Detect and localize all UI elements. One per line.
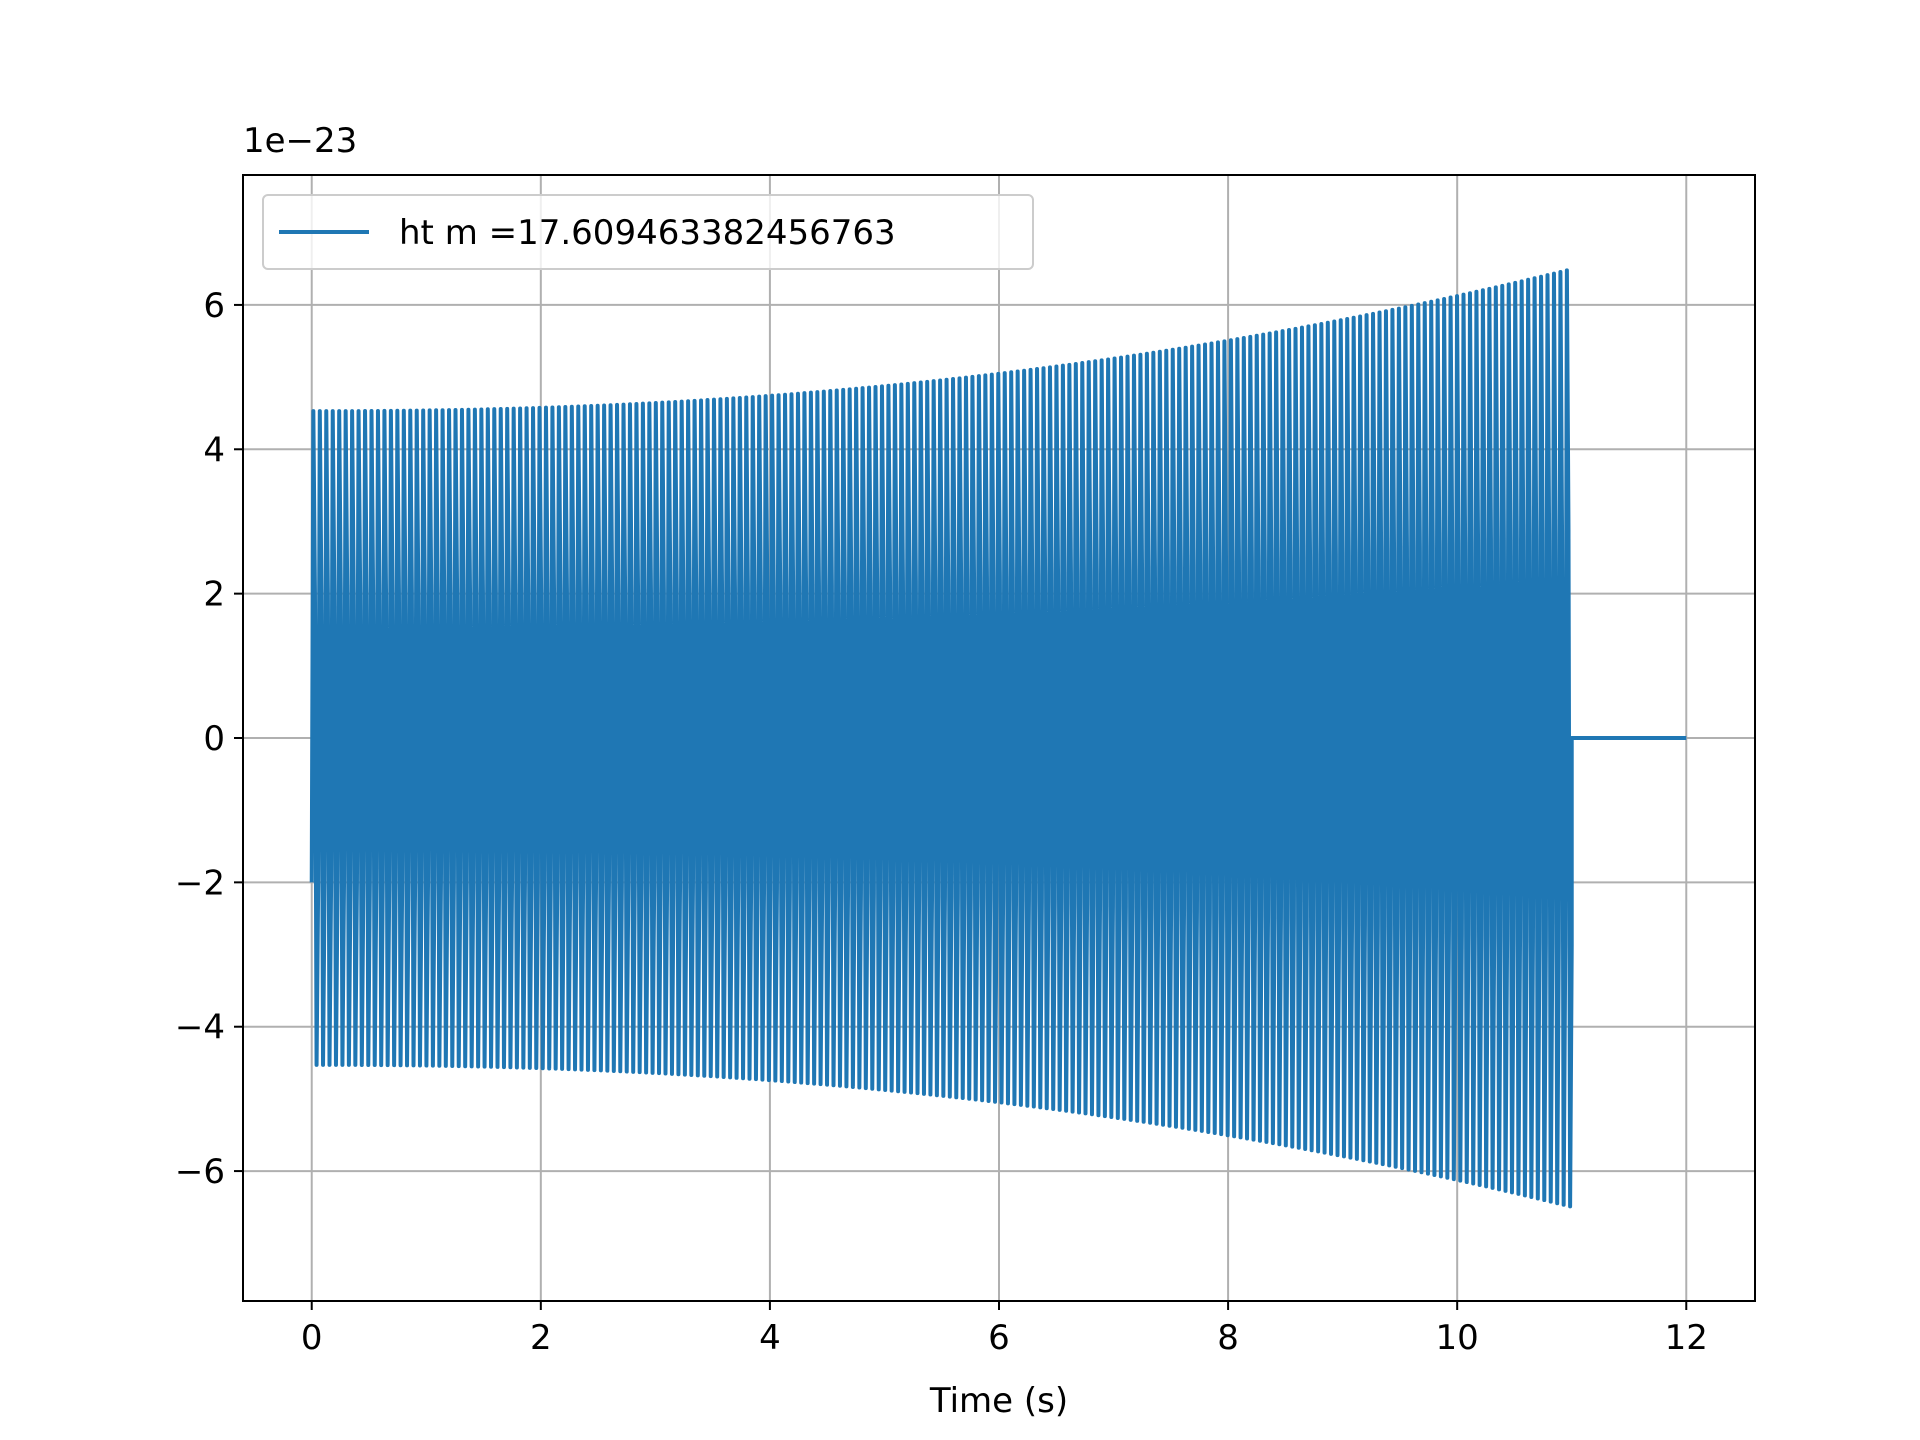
y-tick-label: 0 [203, 719, 225, 759]
y-offset-label: 1e−23 [243, 121, 357, 161]
legend-label: ht m =17.609463382456763 [399, 213, 896, 253]
x-tick-label: 12 [1665, 1318, 1708, 1358]
y-tick-label: −2 [175, 863, 225, 903]
x-tick-label: 8 [1217, 1318, 1239, 1358]
x-tick-label: 10 [1436, 1318, 1479, 1358]
y-tick-label: 6 [203, 286, 225, 326]
x-tick-label: 6 [988, 1318, 1010, 1358]
y-tick-label: −6 [175, 1152, 225, 1192]
series-line [309, 268, 1687, 1209]
ticks: 0 2 4 6 8 10 12 −6 −4 −2 0 2 4 6 [175, 286, 1708, 1358]
x-tick-label: 2 [530, 1318, 552, 1358]
series-layer [309, 268, 1687, 1209]
x-tick-label: 0 [301, 1318, 323, 1358]
y-tick-label: −4 [175, 1008, 225, 1048]
x-tick-label: 4 [759, 1318, 781, 1358]
y-tick-label: 4 [203, 430, 225, 470]
y-tick-label: 2 [203, 575, 225, 615]
legend-box [262, 194, 1034, 270]
x-axis-label: Time (s) [929, 1381, 1068, 1421]
legend: ht m =17.609463382456763 [262, 194, 1034, 270]
